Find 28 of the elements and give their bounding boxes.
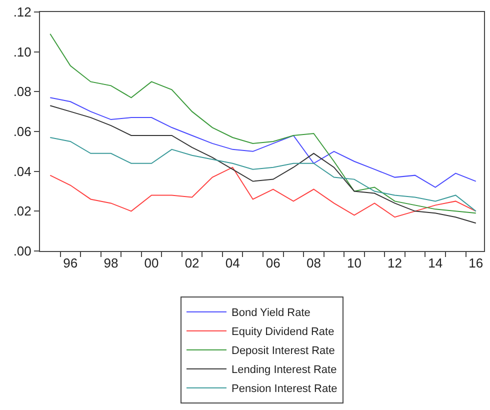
legend-label: Deposit Interest Rate	[232, 345, 335, 358]
x-tick-label: 16	[468, 256, 484, 271]
y-tick-label: .12	[13, 4, 32, 20]
legend-label: Bond Yield Rate	[232, 307, 310, 320]
x-tick-label: 00	[144, 256, 159, 271]
y-tick-label: .08	[13, 84, 32, 100]
legend-label: Lending Interest Rate	[232, 364, 337, 376]
x-tick-label: 12	[388, 256, 402, 271]
x-tick-label: 96	[63, 256, 78, 271]
x-tick-label: 02	[184, 256, 200, 271]
x-tick-label: 04	[225, 256, 240, 271]
y-tick-label: .04	[13, 164, 32, 179]
y-tick-label: .06	[13, 124, 32, 140]
line-series	[50, 136, 476, 212]
x-tick-label: 08	[306, 256, 321, 271]
legend-label: Equity Dividend Rate	[232, 326, 334, 338]
x-tick-label: 98	[104, 256, 118, 271]
y-tick-label: .10	[13, 44, 32, 60]
line-series	[50, 33, 476, 214]
y-tick-label: .02	[13, 204, 32, 219]
x-tick-label: 06	[266, 256, 280, 271]
y-tick-label: .00	[13, 244, 32, 259]
line-series	[50, 97, 476, 188]
legend-label: Pension Interest Rate	[232, 383, 338, 396]
line-series	[50, 105, 476, 224]
x-tick-label: 14	[428, 256, 443, 271]
x-tick-label: 10	[347, 256, 362, 271]
line-series	[50, 166, 476, 218]
